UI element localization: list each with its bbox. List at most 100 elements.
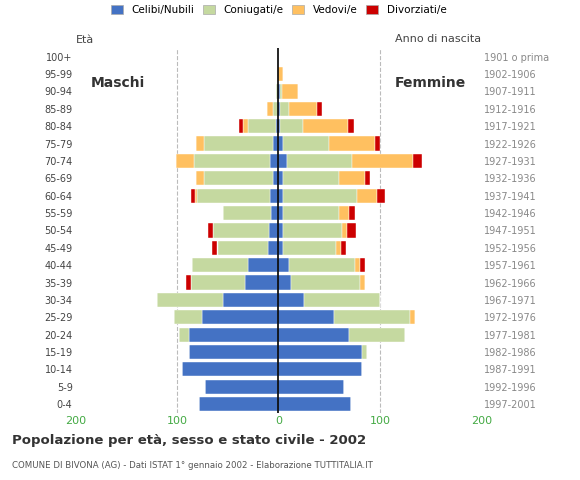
Bar xyxy=(377,189,385,203)
Bar xyxy=(245,276,278,289)
Bar xyxy=(218,240,268,255)
Bar xyxy=(284,171,339,185)
Bar xyxy=(270,154,278,168)
Bar xyxy=(278,84,280,98)
Bar xyxy=(303,119,349,133)
Bar xyxy=(179,327,189,342)
Bar xyxy=(278,136,284,151)
Bar xyxy=(349,119,353,133)
Bar xyxy=(278,171,284,185)
Bar xyxy=(196,136,204,151)
Bar xyxy=(360,276,365,289)
Bar xyxy=(270,189,278,203)
Bar xyxy=(278,397,351,411)
Bar xyxy=(191,189,195,203)
Bar xyxy=(197,189,270,203)
Bar xyxy=(336,240,341,255)
Bar xyxy=(278,345,362,359)
Bar xyxy=(357,189,377,203)
Text: Popolazione per età, sesso e stato civile - 2002: Popolazione per età, sesso e stato civil… xyxy=(12,434,366,447)
Bar xyxy=(223,293,278,307)
Bar xyxy=(202,310,278,324)
Bar xyxy=(273,102,278,116)
Bar xyxy=(278,102,280,116)
Bar xyxy=(273,171,278,185)
Bar xyxy=(329,136,375,151)
Bar xyxy=(347,223,356,238)
Bar xyxy=(269,223,278,238)
Bar xyxy=(278,362,362,376)
Text: Anno di nascita: Anno di nascita xyxy=(396,35,481,44)
Bar xyxy=(208,223,213,238)
Bar xyxy=(414,154,422,168)
Bar xyxy=(191,276,245,289)
Bar xyxy=(284,206,339,220)
Bar xyxy=(268,240,278,255)
Bar xyxy=(411,310,415,324)
Bar xyxy=(278,119,280,133)
Bar xyxy=(353,154,414,168)
Bar xyxy=(341,240,346,255)
Bar xyxy=(267,102,273,116)
Bar xyxy=(278,276,291,289)
Bar xyxy=(278,189,284,203)
Bar xyxy=(288,258,354,272)
Bar xyxy=(176,154,194,168)
Bar xyxy=(199,397,278,411)
Bar xyxy=(157,293,223,307)
Bar xyxy=(239,119,243,133)
Bar xyxy=(362,345,367,359)
Bar xyxy=(354,258,360,272)
Bar xyxy=(349,327,405,342)
Bar xyxy=(213,223,269,238)
Bar xyxy=(280,102,288,116)
Bar xyxy=(195,189,197,203)
Bar xyxy=(276,84,278,98)
Bar xyxy=(284,189,357,203)
Bar xyxy=(204,171,273,185)
Bar xyxy=(339,171,365,185)
Bar xyxy=(271,206,278,220)
Bar xyxy=(192,258,248,272)
Bar xyxy=(282,84,298,98)
Bar xyxy=(278,240,284,255)
Bar xyxy=(196,171,204,185)
Bar xyxy=(349,206,354,220)
Bar xyxy=(273,136,278,151)
Bar xyxy=(288,102,317,116)
Bar xyxy=(278,327,349,342)
Bar xyxy=(284,223,342,238)
Bar xyxy=(284,136,329,151)
Text: COMUNE DI BIVONA (AG) - Dati ISTAT 1° gennaio 2002 - Elaborazione TUTTITALIA.IT: COMUNE DI BIVONA (AG) - Dati ISTAT 1° ge… xyxy=(12,461,372,470)
Bar xyxy=(360,258,365,272)
Legend: Celibi/Nubili, Coniugati/e, Vedovi/e, Divorziati/e: Celibi/Nubili, Coniugati/e, Vedovi/e, Di… xyxy=(111,5,446,15)
Bar xyxy=(339,206,349,220)
Bar xyxy=(278,310,334,324)
Bar xyxy=(248,119,276,133)
Bar xyxy=(174,310,202,324)
Text: Maschi: Maschi xyxy=(90,76,145,90)
Bar xyxy=(278,206,284,220)
Bar xyxy=(280,84,282,98)
Bar xyxy=(278,380,345,394)
Bar xyxy=(212,240,218,255)
Bar xyxy=(278,67,284,81)
Bar xyxy=(375,136,380,151)
Bar xyxy=(248,258,278,272)
Bar xyxy=(284,240,336,255)
Bar xyxy=(317,102,322,116)
Bar xyxy=(304,293,380,307)
Bar xyxy=(334,310,410,324)
Bar xyxy=(291,276,360,289)
Bar xyxy=(182,362,278,376)
Bar xyxy=(186,276,191,289)
Bar xyxy=(278,258,288,272)
Text: Femmine: Femmine xyxy=(395,76,466,90)
Bar xyxy=(280,119,303,133)
Bar xyxy=(243,119,248,133)
Bar xyxy=(205,380,278,394)
Bar xyxy=(204,136,273,151)
Bar xyxy=(189,345,278,359)
Bar xyxy=(278,293,304,307)
Bar xyxy=(223,206,271,220)
